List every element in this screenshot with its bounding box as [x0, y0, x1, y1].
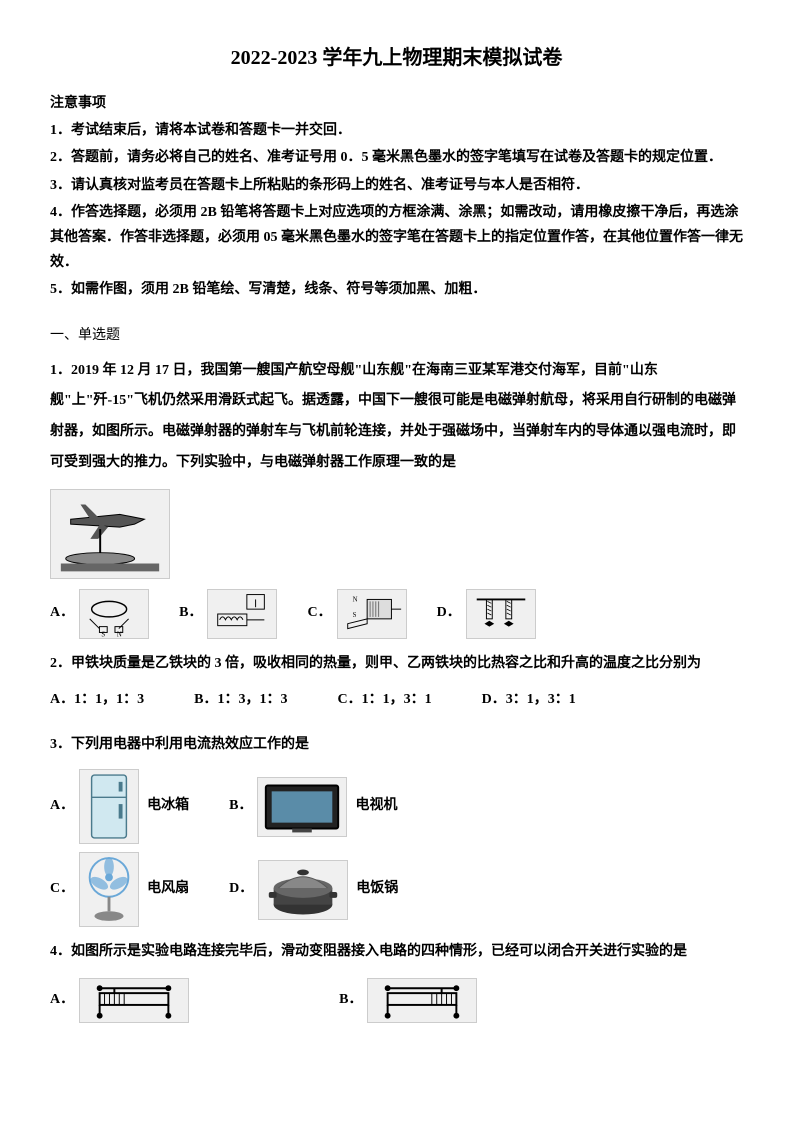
q3-option-d-label: D． — [229, 874, 253, 905]
q3-option-c-text: 电风扇 — [147, 874, 189, 905]
q1-option-d-label: D． — [437, 598, 461, 629]
q1-option-b-label: B． — [179, 598, 202, 629]
question-3-text: 3．下列用电器中利用电流热效应工作的是 — [50, 730, 743, 761]
q1-option-c[interactable]: C． N S — [307, 589, 406, 639]
notice-header: 注意事项 — [50, 91, 743, 116]
q3-option-b-text: 电视机 — [355, 791, 397, 822]
rheostat-a-icon — [79, 978, 189, 1023]
question-1: 1．2019 年 12 月 17 日，我国第一艘国产航空母舰"山东舰"在海南三亚… — [50, 356, 743, 639]
q1-figure-a: S N — [79, 589, 149, 639]
q2-option-b[interactable]: B．1：3，1：3 — [194, 685, 287, 716]
notice-item-1: 1．考试结束后，请将本试卷和答题卡一并交回． — [50, 118, 743, 143]
q3-option-a-label: A． — [50, 791, 74, 822]
svg-text:N: N — [352, 596, 357, 603]
q2-option-c[interactable]: C．1：1，3：1 — [337, 685, 431, 716]
q3-option-b-label: B． — [229, 791, 252, 822]
page-title: 2022-2023 学年九上物理期末模拟试卷 — [50, 40, 743, 76]
fan-icon — [79, 852, 139, 927]
notice-item-3: 3．请认真核对监考员在答题卡上所粘贴的条形码上的姓名、准考证号与本人是否相符． — [50, 173, 743, 198]
svg-text:S: S — [352, 612, 356, 619]
q1-option-c-label: C． — [307, 598, 331, 629]
question-2-text: 2．甲铁块质量是乙铁块的 3 倍，吸收相同的热量，则甲、乙两铁块的比热容之比和升… — [50, 649, 743, 680]
q3-option-d[interactable]: D． 电饭锅 — [229, 860, 398, 920]
notice-item-2: 2．答题前，请务必将自己的姓名、准考证号用 0．5 毫米黑色墨水的签字笔填写在试… — [50, 145, 743, 170]
question-1-options: A． S N B． — [50, 589, 743, 639]
svg-text:S: S — [101, 631, 105, 638]
svg-text:N: N — [117, 631, 122, 638]
tv-icon — [257, 777, 347, 837]
q4-option-b[interactable]: B． — [339, 978, 477, 1023]
question-2: 2．甲铁块质量是乙铁块的 3 倍，吸收相同的热量，则甲、乙两铁块的比热容之比和升… — [50, 649, 743, 716]
q2-option-a[interactable]: A．1：1，1：3 — [50, 685, 144, 716]
q4-option-a-label: A． — [50, 985, 74, 1016]
q1-option-a-label: A． — [50, 598, 74, 629]
question-3: 3．下列用电器中利用电流热效应工作的是 A． 电冰箱 B． — [50, 730, 743, 927]
q3-option-a[interactable]: A． 电冰箱 — [50, 769, 189, 844]
question-2-options: A．1：1，1：3 B．1：3，1：3 C．1：1，3：1 D．3：1，3：1 — [50, 685, 743, 716]
q3-option-a-text: 电冰箱 — [147, 791, 189, 822]
q4-option-a[interactable]: A． — [50, 978, 189, 1023]
q1-option-a[interactable]: A． S N — [50, 589, 149, 639]
q1-option-d[interactable]: D． — [437, 589, 536, 639]
section-1-header: 一、单选题 — [50, 323, 743, 348]
q3-option-c-label: C． — [50, 874, 74, 905]
question-1-text: 1．2019 年 12 月 17 日，我国第一艘国产航空母舰"山东舰"在海南三亚… — [50, 356, 743, 479]
q1-figure-b — [207, 589, 277, 639]
question-3-row-1: A． 电冰箱 B． 电视机 — [50, 769, 743, 844]
question-4-options: A． — [50, 978, 743, 1023]
q3-option-c[interactable]: C． 电风扇 — [50, 852, 189, 927]
q3-option-b[interactable]: B． 电视机 — [229, 777, 397, 837]
q3-option-d-text: 电饭锅 — [356, 874, 398, 905]
notice-item-5: 5．如需作图，须用 2B 铅笔绘、写清楚，线条、符号等须加黑、加粗． — [50, 277, 743, 302]
question-3-row-2: C． 电风扇 D． — [50, 852, 743, 927]
fridge-icon — [79, 769, 139, 844]
notice-item-4: 4．作答选择题，必须用 2B 铅笔将答题卡上对应选项的方框涂满、涂黑；如需改动，… — [50, 200, 743, 276]
rheostat-b-icon — [367, 978, 477, 1023]
q1-figure-c: N S — [337, 589, 407, 639]
q2-option-d[interactable]: D．3：1，3：1 — [482, 685, 576, 716]
question-4-text: 4．如图所示是实验电路连接完毕后，滑动变阻器接入电路的四种情形，已经可以闭合开关… — [50, 937, 743, 968]
q1-figure-d — [466, 589, 536, 639]
q4-option-b-label: B． — [339, 985, 362, 1016]
jet-figure — [50, 489, 170, 579]
question-4: 4．如图所示是实验电路连接完毕后，滑动变阻器接入电路的四种情形，已经可以闭合开关… — [50, 937, 743, 1023]
rice-cooker-icon — [258, 860, 348, 920]
q1-option-b[interactable]: B． — [179, 589, 277, 639]
